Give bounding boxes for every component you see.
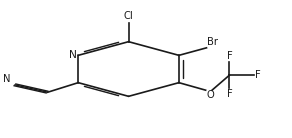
Text: N: N <box>69 50 77 60</box>
Text: O: O <box>206 90 214 100</box>
Text: N: N <box>3 74 11 84</box>
Text: F: F <box>227 51 232 62</box>
Text: Cl: Cl <box>124 11 133 21</box>
Text: Br: Br <box>207 37 218 47</box>
Text: F: F <box>227 89 232 99</box>
Text: F: F <box>255 70 261 80</box>
